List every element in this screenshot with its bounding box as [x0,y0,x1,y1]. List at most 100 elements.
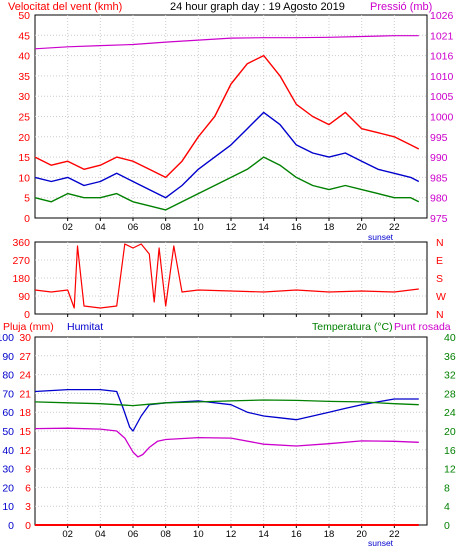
x-axis-tick-panel3: 16 [291,529,302,540]
humidity-axis-tick: 30 [2,464,14,476]
pressure-axis-tick: 1005 [430,91,454,103]
pressure-axis-tick: 1000 [430,112,454,124]
direction-axis-tick: 270 [12,255,30,267]
temperature-axis-tick: 40 [444,332,456,344]
temperature-axis-tick: 20 [444,426,456,438]
series-gust [34,54,420,179]
pressure-axis-tick: 985 [430,172,448,184]
direction-axis-tick: 0 [24,309,30,321]
rain-axis-tick: 24 [19,370,31,382]
x-axis-tick-panel1: 14 [258,222,269,233]
wind-axis-tick: 45 [18,30,30,42]
humidity-axis-title: Humitat [67,321,103,333]
x-axis-tick-panel1: 10 [193,222,204,233]
compass-axis-tick: W [436,291,446,303]
header-date-label: 24 hour graph day : 19 Agosto 2019 [170,1,345,13]
temperature-axis-tick: 8 [444,482,450,494]
series-lines [34,35,420,526]
pressure-axis-tick: 1021 [430,30,454,42]
x-axis-tick-panel3: 08 [160,529,171,540]
wind-axis-tick: 10 [18,172,30,184]
humidity-axis-tick: 60 [2,407,14,419]
series-temperature [34,399,419,407]
rain-axis-tick: 30 [19,332,31,344]
humidity-axis-tick: 20 [2,482,14,494]
humidity-axis-tick: 80 [2,370,14,382]
wind-axis-tick: 5 [24,193,30,205]
temperature-axis-tick: 36 [444,351,456,363]
pressure-axis-tick: 1016 [430,51,454,63]
x-axis-tick-panel1: 04 [95,222,106,233]
header-wind-label: Velocitat del vent (kmh) [8,1,122,13]
humidity-axis-tick: 100 [0,332,14,344]
rain-axis-tick: 18 [19,407,31,419]
rain-axis-tick: 0 [25,520,31,532]
wind-axis-tick: 35 [18,71,30,83]
x-axis-tick-panel1: 22 [389,222,400,233]
temperature-axis-tick: 4 [444,501,450,513]
compass-axis-tick: E [436,255,443,267]
temperature-axis-tick: 0 [444,520,450,532]
x-axis-tick-panel3: 04 [95,529,106,540]
wind-axis-tick: 30 [18,91,30,103]
x-axis-tick-panel1: 08 [160,222,171,233]
series-avg_wind [34,111,420,199]
x-axis-tick-panel3: 06 [128,529,139,540]
tick-labels: 0510152025303540455097598098599099510001… [0,10,456,540]
x-axis-tick-panel3: 02 [62,529,73,540]
x-axis-tick-panel3: 20 [356,529,367,540]
gridlines [35,15,427,528]
rain-axis-tick: 6 [25,482,31,494]
rain-axis-tick: 21 [19,388,31,400]
sunset-label-panel3: sunset [368,538,394,548]
compass-axis-tick: S [436,273,443,285]
wind-axis-tick: 50 [18,10,30,22]
x-axis-tick-panel1: 16 [291,222,302,233]
humidity-axis-tick: 10 [2,501,14,513]
x-axis-tick-panel1: 12 [226,222,237,233]
series-humidity [34,388,419,432]
direction-axis-tick: 180 [12,273,30,285]
temperature-axis-tick: 24 [444,407,456,419]
wind-axis-tick: 40 [18,51,30,63]
temperature-axis-title: Temperatura (°C) [312,321,393,333]
pressure-axis-tick: 990 [430,152,448,164]
humidity-axis-tick: 50 [2,426,14,438]
wind-axis-tick: 20 [18,132,30,144]
x-axis-tick-panel1: 06 [128,222,139,233]
rain-axis-tick: 9 [25,464,31,476]
x-axis-tick-panel3: 10 [193,529,204,540]
series-dewpoint [34,427,419,458]
series-direction [34,243,419,309]
direction-axis-tick: 90 [18,291,30,303]
direction-axis-tick: 360 [12,237,30,249]
rain-axis-tick: 15 [19,426,31,438]
humidity-axis-tick: 40 [2,445,14,457]
x-axis-tick-panel1: 20 [356,222,367,233]
x-axis-tick-panel1: 02 [62,222,73,233]
rain-axis-tick: 12 [19,445,31,457]
humidity-axis-tick: 90 [2,351,14,363]
pressure-axis-tick: 1026 [430,10,454,22]
header-pressure-label: Pressió (mb) [370,1,432,13]
temperature-axis-tick: 32 [444,370,456,382]
humidity-axis-tick: 0 [8,520,14,532]
compass-axis-tick: N [436,237,444,249]
rain-axis-title: Pluja (mm) [3,321,54,333]
pressure-axis-tick: 980 [430,193,448,205]
sunset-label-panel1: sunset [368,232,394,242]
temperature-axis-tick: 12 [444,464,456,476]
pressure-axis-tick: 995 [430,132,448,144]
x-axis-tick-panel3: 14 [258,529,269,540]
wind-axis-tick: 15 [18,152,30,164]
pressure-axis-tick: 1010 [430,71,454,83]
x-axis-tick-panel1: 18 [324,222,335,233]
temperature-axis-tick: 28 [444,388,456,400]
series-low_wind [34,156,420,211]
rain-axis-tick: 27 [19,351,31,363]
wind-axis-tick: 0 [24,213,30,225]
x-axis-tick-panel3: 22 [389,529,400,540]
series-pressure [34,35,419,50]
